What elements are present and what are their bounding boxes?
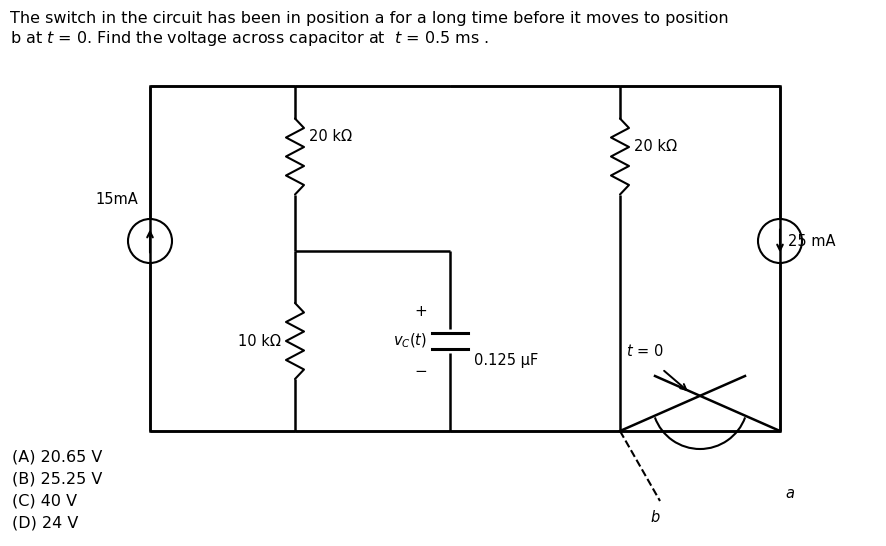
Text: (C) 40 V: (C) 40 V (12, 494, 77, 509)
Text: (A) 20.65 V: (A) 20.65 V (12, 450, 102, 465)
Text: $t$ = 0: $t$ = 0 (626, 343, 663, 359)
Text: +: + (414, 304, 426, 318)
Text: 15mA: 15mA (95, 192, 138, 206)
Text: (D) 24 V: (D) 24 V (12, 516, 78, 531)
Text: 10 kΩ: 10 kΩ (237, 334, 281, 348)
Text: b at $t$ = 0. Find the voltage across capacitor at  $t$ = 0.5 ms .: b at $t$ = 0. Find the voltage across ca… (10, 29, 488, 48)
Text: −: − (414, 364, 426, 378)
Text: $v_C(t)$: $v_C(t)$ (392, 332, 426, 350)
Text: The switch in the circuit has been in position a for a long time before it moves: The switch in the circuit has been in po… (10, 11, 727, 26)
Text: $b$: $b$ (649, 509, 659, 525)
Text: 0.125 μF: 0.125 μF (473, 353, 538, 369)
Text: 20 kΩ: 20 kΩ (308, 129, 352, 144)
Text: 25 mA: 25 mA (787, 234, 835, 248)
Text: $a$: $a$ (784, 486, 794, 501)
Text: (B) 25.25 V: (B) 25.25 V (12, 472, 102, 487)
Text: 20 kΩ: 20 kΩ (633, 139, 676, 154)
Bar (150, 86, 779, 431)
